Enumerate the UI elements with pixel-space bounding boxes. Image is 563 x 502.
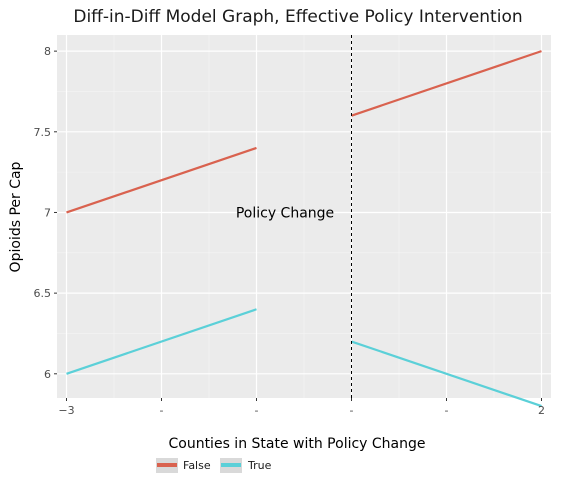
x-tick-label: - [350, 404, 354, 417]
policy-change-label: Policy Change [236, 205, 334, 221]
y-axis-label: Opioids Per Cap [8, 161, 24, 272]
x-tick-label: - [160, 404, 164, 417]
legend-key-true [220, 458, 242, 473]
x-tick-label: −3 [58, 404, 74, 417]
y-tick-label: 6 [44, 368, 51, 381]
x-tick-label: - [255, 404, 259, 417]
y-tick-label: 7.5 [34, 126, 52, 139]
legend-label-true: True [247, 459, 272, 472]
legend-label-false: False [183, 459, 211, 472]
y-tick-label: 7 [44, 206, 51, 219]
legend-title: Counties in State with Policy Change [168, 436, 425, 452]
y-tick-label: 8 [44, 45, 51, 58]
x-tick-label: 2 [538, 404, 545, 417]
x-tick-label: - [445, 404, 449, 417]
y-tick-label: 6.5 [34, 287, 52, 300]
legend-key-false [156, 458, 178, 473]
